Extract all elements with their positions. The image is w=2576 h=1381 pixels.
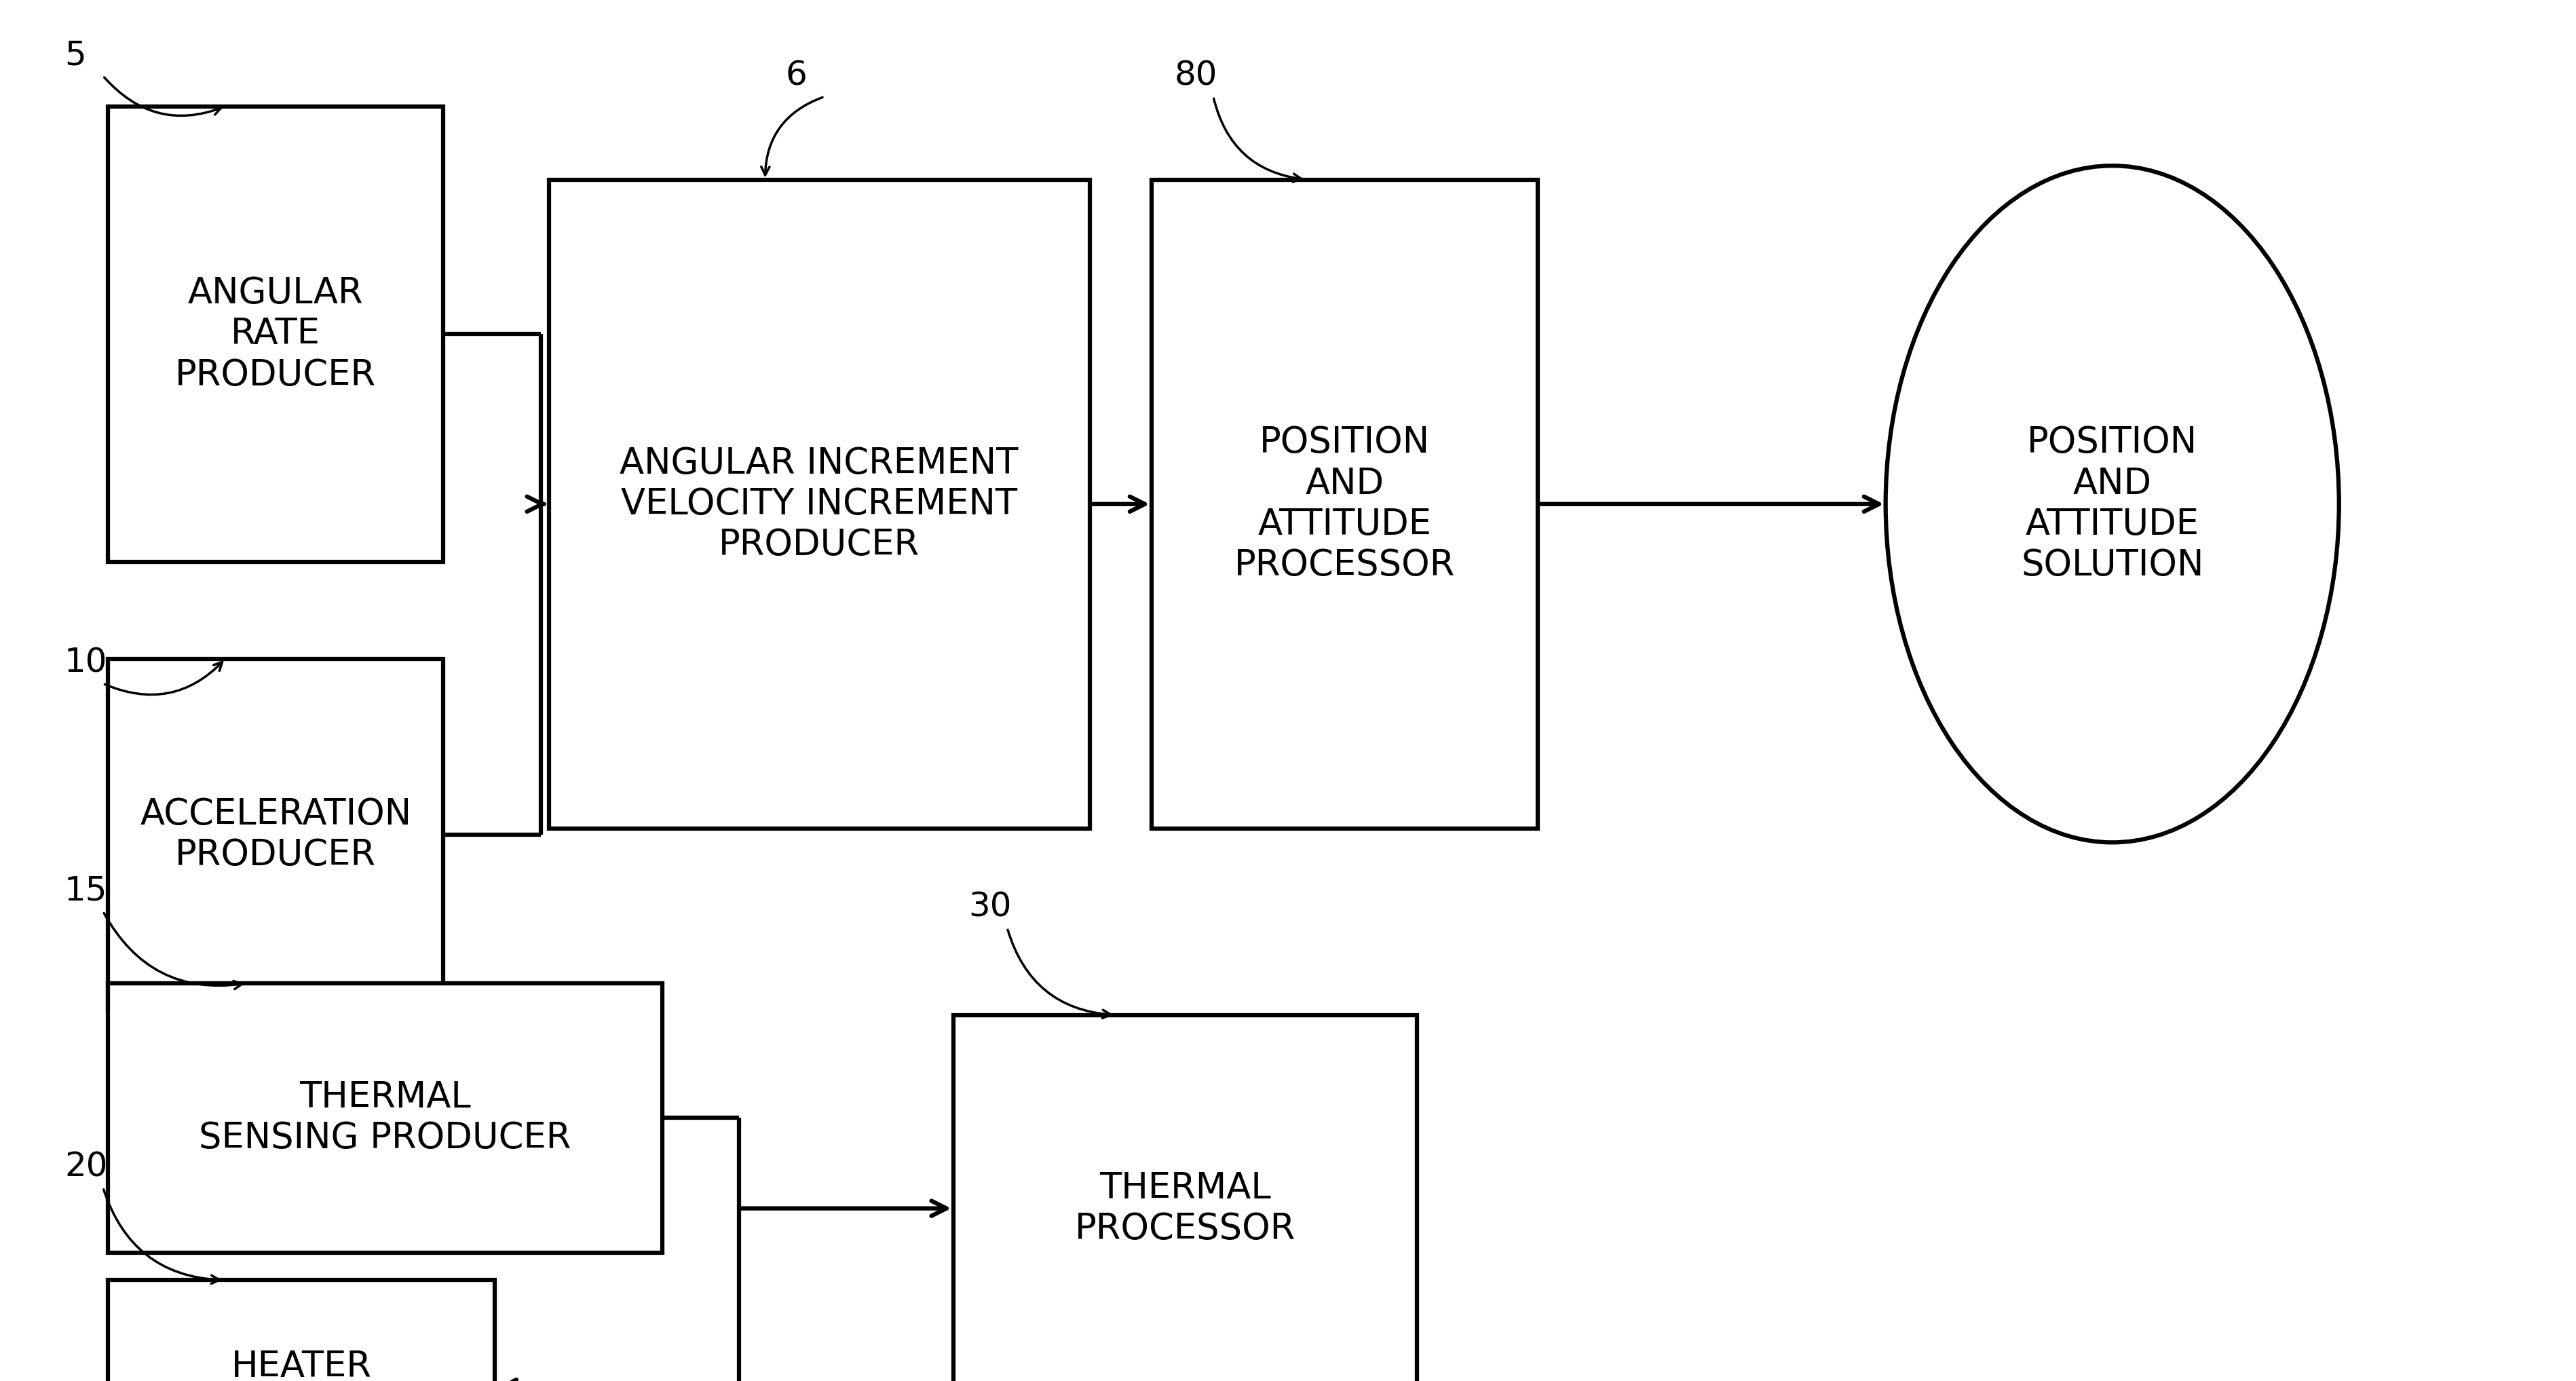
- Text: 15: 15: [64, 874, 108, 907]
- Text: HEATER
DEVICE: HEATER DEVICE: [232, 1349, 371, 1381]
- Text: ACCELERATION
PRODUCER: ACCELERATION PRODUCER: [139, 797, 412, 873]
- Text: 30: 30: [969, 891, 1012, 924]
- FancyBboxPatch shape: [953, 1015, 1417, 1381]
- FancyBboxPatch shape: [108, 983, 662, 1253]
- Text: 6: 6: [786, 59, 806, 93]
- Text: 80: 80: [1175, 59, 1218, 93]
- Text: 20: 20: [64, 1150, 108, 1184]
- FancyBboxPatch shape: [108, 1280, 495, 1381]
- Text: POSITION
AND
ATTITUDE
SOLUTION: POSITION AND ATTITUDE SOLUTION: [2022, 425, 2202, 583]
- Text: THERMAL
SENSING PRODUCER: THERMAL SENSING PRODUCER: [198, 1080, 572, 1156]
- Text: ANGULAR INCREMENT
VELOCITY INCREMENT
PRODUCER: ANGULAR INCREMENT VELOCITY INCREMENT PRO…: [621, 446, 1018, 562]
- Text: THERMAL
PROCESSOR: THERMAL PROCESSOR: [1074, 1170, 1296, 1247]
- Ellipse shape: [1886, 166, 2339, 842]
- Text: POSITION
AND
ATTITUDE
PROCESSOR: POSITION AND ATTITUDE PROCESSOR: [1234, 425, 1455, 583]
- FancyBboxPatch shape: [108, 106, 443, 562]
- Text: 10: 10: [64, 646, 108, 679]
- FancyBboxPatch shape: [1151, 180, 1538, 829]
- FancyBboxPatch shape: [549, 180, 1090, 829]
- FancyBboxPatch shape: [108, 659, 443, 1011]
- Text: ANGULAR
RATE
PRODUCER: ANGULAR RATE PRODUCER: [175, 276, 376, 392]
- Text: 5: 5: [64, 39, 85, 72]
